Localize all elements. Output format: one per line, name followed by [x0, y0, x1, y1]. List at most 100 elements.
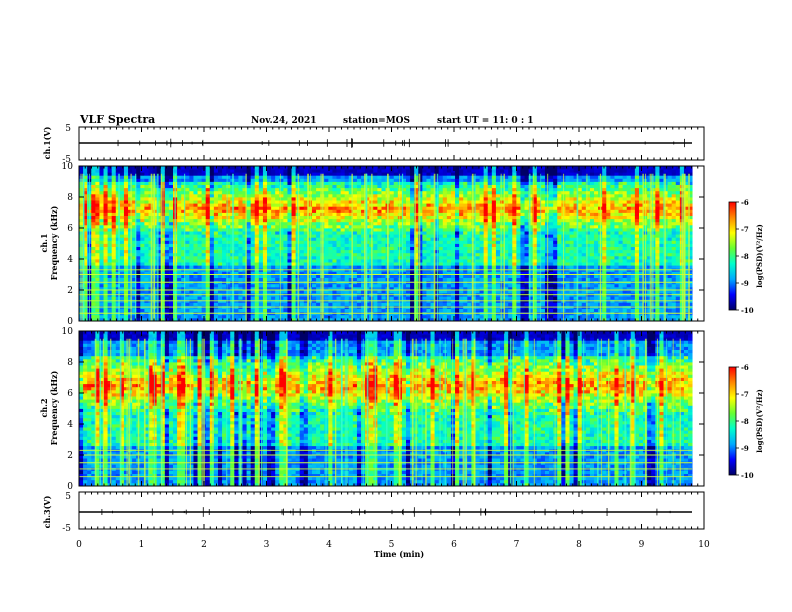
spectrogram-cell-ch1	[132, 237, 137, 241]
spectrogram-cell-ch1	[238, 271, 243, 275]
spectrogram-cell-ch1	[226, 224, 231, 229]
spectrogram-cell-ch1	[397, 243, 403, 247]
spectrogram-cell-ch1	[479, 184, 485, 189]
spectrogram-cell-ch1	[352, 169, 358, 173]
spectrogram-cell-ch1	[344, 255, 350, 260]
spectrogram-cell-ch1	[336, 246, 341, 251]
spectrogram-cell-ch1	[311, 243, 317, 247]
spectrogram-cell-ch1	[299, 255, 305, 260]
spectrogram-cell-ch1	[438, 193, 444, 198]
spectrogram-cell-ch1	[132, 231, 137, 235]
spectrogram-cell-ch1	[324, 296, 329, 300]
spectrogram-cell-ch1	[185, 290, 190, 294]
spectrogram-cell-ch1	[438, 224, 444, 229]
spectrogram-cell-ch1	[299, 178, 305, 182]
spectrogram-cell-ch1	[279, 314, 284, 319]
spectrogram-cell-ch1	[193, 209, 198, 213]
spectrogram-cell-ch1	[311, 259, 317, 263]
spectrogram-cell-ch1	[185, 277, 190, 282]
spectrogram-cell-ch1	[418, 274, 423, 278]
spectrogram-cell-ch1	[426, 252, 431, 257]
spectrogram-cell-ch1	[132, 209, 137, 213]
spectrogram-cell-ch1	[242, 255, 247, 260]
spectrogram-cell-ch1	[132, 249, 137, 254]
spectrogram-cell-ch1	[361, 181, 366, 185]
spectrogram-cell-ch1	[164, 215, 170, 220]
spectrogram-cell-ch1	[262, 277, 268, 282]
spectrogram-cell-ch1	[340, 234, 346, 238]
spectrogram-cell-ch1	[275, 237, 280, 241]
spectrogram-cell-ch1	[246, 187, 252, 192]
spectrogram-cell-ch1	[217, 262, 223, 266]
spectrogram-cell-ch1	[271, 175, 276, 179]
spectrogram-cell-ch1	[463, 228, 468, 232]
spectrogram-cell-ch1	[373, 221, 378, 226]
spectrogram-cell-ch1	[442, 252, 448, 257]
spectrogram-cell-ch1	[348, 190, 354, 195]
spectrogram-cell-ch1	[209, 296, 215, 300]
spectrogram-cell-ch1	[177, 197, 182, 201]
spectrogram-cell-ch1	[471, 166, 476, 170]
spectrogram-cell-ch1	[361, 314, 366, 319]
spectrogram-cell-ch1	[136, 224, 141, 229]
spectrogram-cell-ch1	[381, 169, 386, 173]
spectrogram-cell-ch1	[275, 169, 280, 173]
spectrogram-cell-ch1	[132, 203, 137, 207]
spectrogram-cell-ch1	[140, 262, 145, 266]
spectrogram-cell-ch1	[189, 193, 194, 198]
spectrogram-cell-ch1	[324, 190, 329, 195]
spectrogram-cell-ch1	[340, 224, 346, 229]
spectrogram-cell-ch1	[348, 193, 354, 198]
spectrogram-cell-ch1	[299, 317, 305, 322]
spectrogram-cell-ch1	[209, 240, 215, 244]
spectrogram-cell-ch1	[83, 197, 88, 201]
spectrogram-cell-ch1	[381, 246, 386, 251]
spectrogram-cell-ch1	[197, 274, 203, 278]
spectrogram-cell-ch1	[361, 221, 366, 226]
spectrogram-cell-ch1	[91, 302, 96, 306]
spectrogram-cell-ch1	[164, 308, 170, 313]
spectrogram-cell-ch1	[348, 277, 354, 282]
spectrogram-cell-ch1	[189, 243, 194, 247]
spectrogram-cell-ch1	[401, 283, 407, 288]
spectrogram-cell-ch1	[275, 218, 280, 223]
spectrogram-cell-ch1	[111, 277, 117, 282]
spectrogram-cell-ch1	[209, 206, 215, 210]
spectrogram-cell-ch1	[316, 172, 321, 176]
spectrogram-cell-ch1	[156, 234, 162, 238]
spectrogram-cell-ch1	[299, 203, 305, 207]
spectrogram-cell-ch1	[95, 243, 100, 247]
spectrogram-cell-ch1	[344, 169, 350, 173]
spectrogram-cell-ch1	[226, 231, 231, 235]
spectrogram-cell-ch1	[328, 184, 333, 189]
spectrogram-cell-ch1	[328, 221, 333, 226]
spectrogram-cell-ch1	[414, 178, 419, 182]
spectrogram-cell-ch1	[299, 271, 305, 275]
spectrogram-cell-ch1	[254, 262, 260, 266]
spectrogram-cell-ch1	[242, 314, 247, 319]
spectrogram-cell-ch1	[450, 215, 456, 220]
spectrogram-cell-ch1	[446, 166, 452, 170]
spectrogram-cell-ch1	[299, 237, 305, 241]
spectrogram-cell-ch1	[475, 290, 480, 294]
spectrogram-cell-ch1	[459, 286, 464, 291]
spectrogram-cell-ch1	[234, 228, 239, 232]
spectrogram-cell-ch1	[267, 286, 272, 291]
spectrogram-cell-ch1	[234, 172, 239, 176]
spectrogram-cell-ch1	[430, 265, 436, 269]
spectrogram-cell-ch1	[459, 262, 464, 266]
spectrogram-cell-ch1	[209, 302, 215, 306]
spectrogram-cell-ch1	[95, 255, 100, 260]
spectrogram-cell-ch1	[164, 218, 170, 223]
spectrogram-cell-ch1	[316, 169, 321, 173]
spectrogram-cell-ch1	[246, 234, 252, 238]
spectrogram-cell-ch1	[442, 277, 448, 282]
spectrogram-cell-ch1	[226, 228, 231, 232]
spectrogram-cell-ch1	[111, 243, 117, 247]
spectrogram-cell-ch1	[426, 237, 431, 241]
spectrogram-cell-ch1	[397, 259, 403, 263]
spectrogram-cell-ch1	[83, 181, 88, 185]
spectrogram-cell-ch1	[246, 265, 252, 269]
spectrogram-cell-ch1	[467, 218, 472, 223]
spectrogram-cell-ch1	[226, 178, 231, 182]
